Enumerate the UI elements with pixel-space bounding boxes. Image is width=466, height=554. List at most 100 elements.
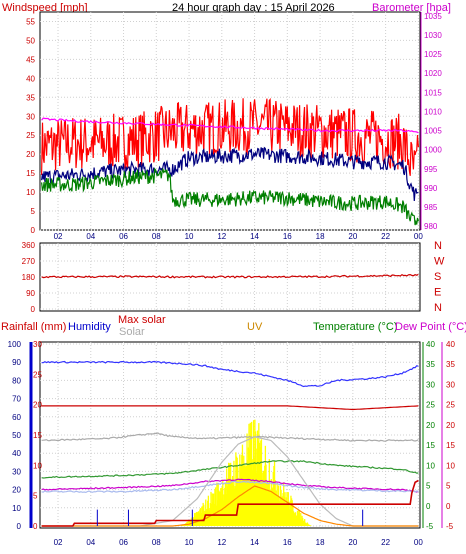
dew_point-line bbox=[41, 478, 419, 493]
wind-tick-label: 5 bbox=[31, 207, 36, 216]
x-tick-label: 12 bbox=[217, 538, 226, 547]
barometer-tick-label: 1000 bbox=[424, 146, 442, 155]
rainfall-tick-label: 10 bbox=[33, 461, 42, 470]
solar_grey-line bbox=[41, 432, 419, 442]
direction-y-ticks: 360 270 180 90 0 bbox=[22, 241, 36, 314]
wind-tick-label: 30 bbox=[26, 112, 35, 121]
rainfall-tick-label: 15 bbox=[33, 431, 42, 440]
x-tick-label: 14 bbox=[250, 538, 259, 547]
direction-tick-label: 360 bbox=[22, 241, 36, 250]
direction-tick-label: 180 bbox=[22, 273, 36, 282]
temperature-tick-label: 25 bbox=[426, 401, 435, 410]
avg-line bbox=[41, 146, 419, 202]
dew-point-tick-label: 0 bbox=[446, 502, 451, 511]
temperature-tick-label: 35 bbox=[426, 360, 435, 369]
temperature-tick-label: 15 bbox=[426, 441, 435, 450]
barometer-y-ticks: 980 985 990 995 1000 1005 1010 1015 1020 1025 1030… bbox=[424, 12, 442, 231]
x-tick-label: 06 bbox=[119, 538, 128, 547]
wind-panel-lines bbox=[41, 97, 419, 226]
temperature-tick-label: 10 bbox=[426, 461, 435, 470]
barometer-tick-label: 1030 bbox=[424, 31, 442, 40]
temperature-label: Temperature (°C) bbox=[313, 321, 397, 333]
rainfall-y-ticks: 0 5 10 15 20 25 30 bbox=[33, 340, 42, 531]
x-tick-label: 08 bbox=[152, 538, 161, 547]
x-tick-label: 14 bbox=[250, 232, 259, 241]
wind-tick-label: 50 bbox=[26, 36, 35, 45]
dew-point-tick-label: 30 bbox=[446, 380, 455, 389]
wind-x-ticks: 02 04 06 08 10 12 14 16 18 20 22 00 bbox=[54, 232, 424, 241]
temperature-tick-label: 20 bbox=[426, 421, 435, 430]
rainfall-line bbox=[41, 479, 419, 527]
rainfall-tick-label: 25 bbox=[33, 370, 42, 379]
wind-panel-frame bbox=[39, 11, 421, 231]
humidity-tick-label: 100 bbox=[8, 340, 22, 349]
humidity-tick-label: 90 bbox=[12, 358, 21, 367]
dew-point-tick-label: 25 bbox=[446, 401, 455, 410]
dew-point-tick-label: -5 bbox=[446, 522, 454, 531]
x-tick-label: 16 bbox=[283, 538, 292, 547]
dew-point-tick-label: 10 bbox=[446, 461, 455, 470]
chart-title: 24 hour graph day : 15 April 2026 bbox=[172, 2, 335, 14]
direction-tick-label: 0 bbox=[31, 305, 36, 314]
humidity-tick-label: 20 bbox=[12, 486, 21, 495]
compass-letter: E bbox=[434, 287, 441, 299]
dew-point-tick-label: 40 bbox=[446, 340, 455, 349]
humidity-line bbox=[41, 360, 419, 388]
wind-tick-label: 0 bbox=[31, 226, 36, 235]
rain-panel-lines bbox=[41, 360, 419, 527]
x-tick-label: 16 bbox=[283, 232, 292, 241]
humidity-tick-label: 60 bbox=[12, 413, 21, 422]
humidity-tick-label: 10 bbox=[12, 504, 21, 513]
barometer-tick-label: 985 bbox=[424, 203, 438, 212]
temperature-tick-label: -5 bbox=[426, 522, 434, 531]
wind-tick-label: 35 bbox=[26, 93, 35, 102]
temperature-tick-label: 0 bbox=[426, 502, 431, 511]
barometer-line bbox=[41, 117, 419, 134]
temperature-tick-label: 30 bbox=[426, 380, 435, 389]
wind-y-ticks: 0 5 10 15 20 25 30 35 40 45 50 55 bbox=[26, 17, 35, 235]
x-tick-label: 02 bbox=[54, 232, 63, 241]
max-solar-label: Max solar bbox=[118, 314, 166, 326]
solar-bars bbox=[180, 419, 312, 526]
dew-point-tick-label: 5 bbox=[446, 482, 451, 491]
humidity-tick-label: 70 bbox=[12, 395, 21, 404]
temperature-line bbox=[41, 460, 419, 479]
temperature-tick-label: 5 bbox=[426, 482, 431, 491]
temperature-y-ticks: -5 0 5 10 15 20 25 30 35 40 bbox=[426, 340, 435, 531]
direction-tick-label: 270 bbox=[22, 257, 36, 266]
x-tick-label: 20 bbox=[348, 232, 357, 241]
x-tick-label: 18 bbox=[316, 232, 325, 241]
x-tick-label: 10 bbox=[185, 232, 194, 241]
barometer-tick-label: 1015 bbox=[424, 88, 442, 97]
wind-tick-label: 15 bbox=[26, 169, 35, 178]
humidity-tick-label: 50 bbox=[12, 431, 21, 440]
direction-panel-lines bbox=[41, 273, 419, 279]
rain-markers bbox=[96, 509, 364, 526]
dew-point-tick-label: 35 bbox=[446, 360, 455, 369]
x-tick-label: 20 bbox=[348, 538, 357, 547]
humidity-tick-label: 0 bbox=[17, 522, 22, 531]
x-tick-label: 00 bbox=[414, 232, 423, 241]
wind-tick-label: 55 bbox=[26, 17, 35, 26]
dew-point-y-ticks: -5 0 5 10 15 20 25 30 35 40 bbox=[446, 340, 455, 531]
rainfall-label: Rainfall (mm) bbox=[1, 321, 66, 333]
wind-tick-label: 10 bbox=[26, 188, 35, 197]
uv_line-line bbox=[41, 485, 419, 527]
compass-letter: N bbox=[434, 240, 442, 252]
barometer-tick-label: 995 bbox=[424, 165, 438, 174]
rainfall-tick-label: 30 bbox=[33, 340, 42, 349]
rain-x-ticks: 02 04 06 08 10 12 14 16 18 20 22 00 bbox=[54, 538, 424, 547]
humidity-tick-label: 80 bbox=[12, 376, 21, 385]
dew-point-tick-label: 20 bbox=[446, 421, 455, 430]
wind_direction-line bbox=[41, 273, 419, 279]
barometer-tick-label: 1020 bbox=[424, 69, 442, 78]
barometer-tick-label: 1025 bbox=[424, 50, 442, 59]
wind-tick-label: 25 bbox=[26, 131, 35, 140]
wind-tick-label: 20 bbox=[26, 150, 35, 159]
barometer-tick-label: 1005 bbox=[424, 127, 442, 136]
x-tick-label: 10 bbox=[185, 538, 194, 547]
dew-point-tick-label: 15 bbox=[446, 441, 455, 450]
x-tick-label: 00 bbox=[414, 538, 423, 547]
